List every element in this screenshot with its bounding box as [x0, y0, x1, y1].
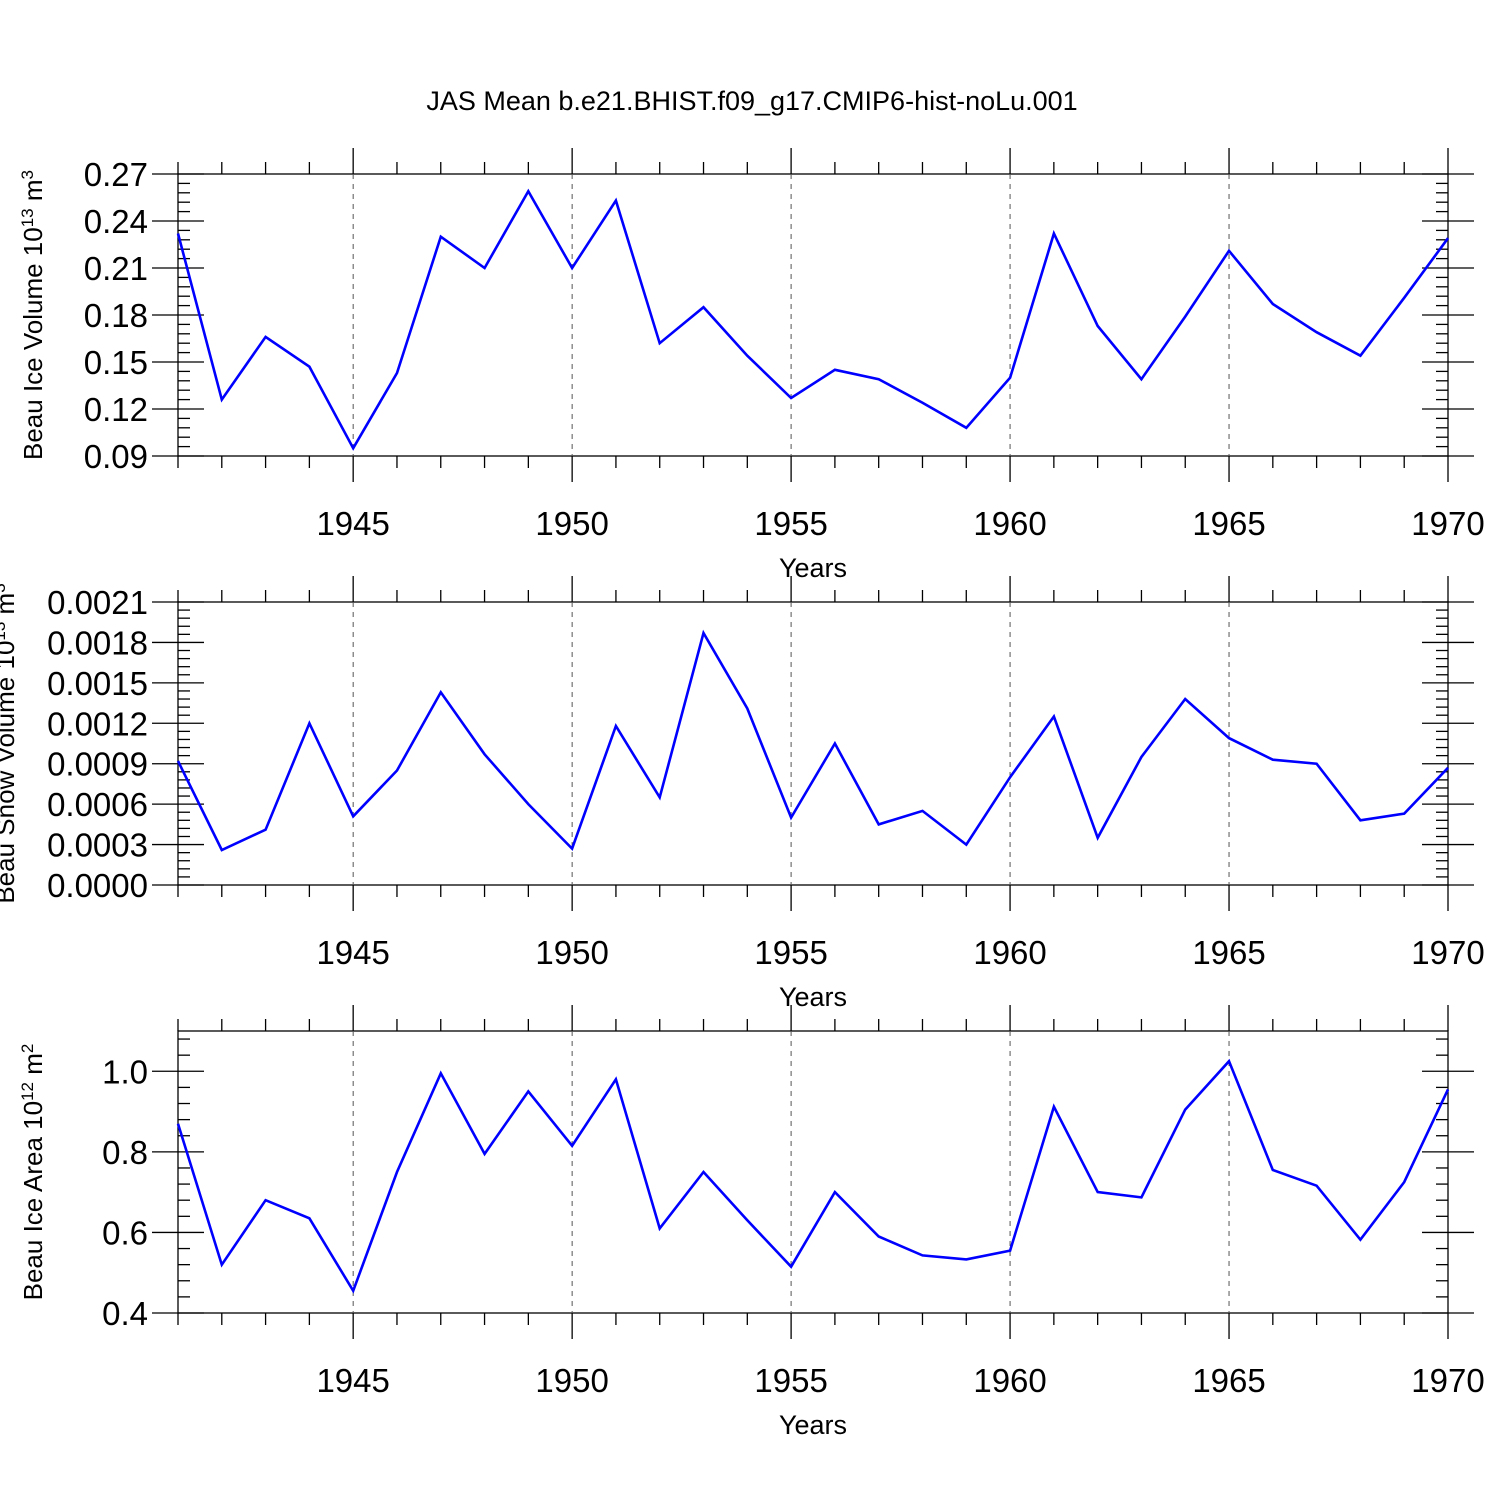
y-tick-label: 0.4 — [102, 1295, 148, 1332]
y-axis-label-main: Beau Snow Volume 10 — [0, 641, 20, 904]
x-tick-label: 1945 — [316, 505, 389, 542]
y-tick-label: 0.21 — [84, 250, 148, 287]
y-axis-label-main: Beau Ice Volume 10 — [18, 227, 48, 460]
x-tick-label: 1955 — [754, 1362, 827, 1399]
y-tick-label: 0.24 — [84, 203, 148, 240]
panel-1: 1945 1950 1955 1960 1965 1970 Years 0.09 0.12 0.1… — [18, 148, 1485, 583]
x-tick-label: 1965 — [1192, 505, 1265, 542]
chart-title: JAS Mean b.e21.BHIST.f09_g17.CMIP6-hist-… — [426, 86, 1077, 116]
y-tick-label: 0.0003 — [47, 827, 148, 864]
x-tick-label: 1950 — [535, 1362, 608, 1399]
x-axis-label: Years — [779, 553, 847, 583]
y-axis-label-unit: m — [0, 593, 20, 622]
panel-3: 1945 1950 1955 1960 1965 1970 Years 0.4 0.6 0.8 1.… — [18, 1005, 1485, 1440]
y-tick-label: 0.15 — [84, 344, 148, 381]
x-axis-label: Years — [779, 982, 847, 1012]
series-line — [176, 188, 1450, 451]
series-line — [176, 629, 1449, 852]
x-tick-label: 1955 — [754, 934, 827, 971]
y-axis-label-unit: m — [18, 1053, 48, 1082]
panel-2: 1945 1950 1955 1960 1965 1970Years0.00000.000… — [0, 576, 1485, 1012]
x-tick-label: 1970 — [1411, 934, 1484, 971]
y-axis-label-unit-exponent: 3 — [0, 583, 9, 592]
x-tick-label: 1960 — [973, 1362, 1046, 1399]
y-axis-label-exponent: 12 — [18, 1082, 37, 1101]
x-axis-label: Years — [779, 1410, 847, 1440]
x-tick-label: 1945 — [316, 1362, 389, 1399]
y-tick-label: 0.0012 — [47, 705, 148, 742]
x-tick-label: 1950 — [535, 934, 608, 971]
y-tick-label: 0.27 — [84, 156, 148, 193]
y-axis-label: Beau Snow Volume 1013 m3 — [0, 583, 20, 903]
y-axis-label-unit-exponent: 2 — [18, 1044, 37, 1053]
y-tick-label: 0.0006 — [47, 786, 148, 823]
y-tick-label: 0.0018 — [47, 624, 148, 661]
y-tick-label: 0.0009 — [47, 746, 148, 783]
y-tick-label: 0.8 — [102, 1134, 148, 1171]
y-axis-label-unit: m — [18, 179, 48, 208]
y-tick-label: 0.0015 — [47, 665, 148, 702]
y-tick-label: 0.12 — [84, 391, 148, 428]
x-tick-label: 1965 — [1192, 1362, 1265, 1399]
y-tick-label: 0.6 — [102, 1214, 148, 1251]
y-axis-label: Beau Ice Volume 1013 m3 — [18, 170, 49, 460]
y-tick-label: 0.18 — [84, 297, 148, 334]
y-tick-label: 0.09 — [84, 438, 148, 475]
panels-layer: 1945 1950 1955 1960 1965 1970 Years 0.09 0.12 0.1… — [0, 148, 1485, 1440]
y-axis-label-exponent: 13 — [0, 622, 9, 641]
x-tick-label: 1960 — [973, 934, 1046, 971]
y-tick-label: 1.0 — [102, 1053, 148, 1090]
series-line — [176, 1058, 1450, 1294]
x-tick-label: 1965 — [1192, 934, 1265, 971]
plot-frame — [177, 1030, 1449, 1314]
y-axis-label-main: Beau Ice Area 10 — [18, 1101, 48, 1300]
x-tick-label: 1960 — [973, 505, 1046, 542]
y-tick-label: 0.0021 — [47, 584, 148, 621]
x-tick-label: 1955 — [754, 505, 827, 542]
x-tick-label: 1945 — [316, 934, 389, 971]
x-tick-label: 1970 — [1411, 1362, 1484, 1399]
plot-frame — [177, 173, 1449, 457]
y-tick-label: 0.0000 — [47, 867, 148, 904]
y-axis-label: Beau Ice Area 1012 m2 — [18, 1044, 49, 1301]
x-tick-label: 1950 — [535, 505, 608, 542]
x-tick-label: 1970 — [1411, 505, 1484, 542]
y-axis-label-unit-exponent: 3 — [18, 170, 37, 179]
y-axis-label-exponent: 13 — [18, 208, 37, 227]
plot-frame — [177, 601, 1449, 886]
